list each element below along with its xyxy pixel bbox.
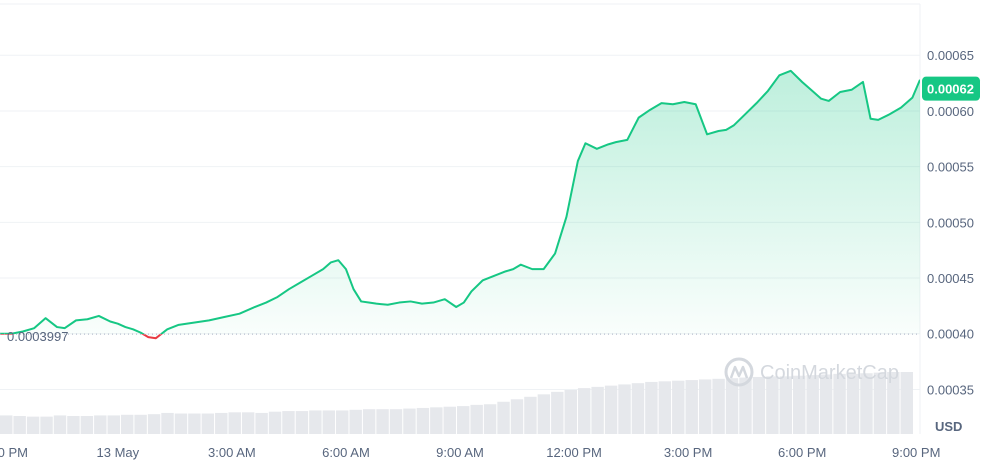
volume-bar bbox=[134, 414, 147, 434]
x-tick-label: 6:00 AM bbox=[322, 445, 370, 460]
y-tick-label: 0.00065 bbox=[927, 48, 974, 63]
price-line-above-reference bbox=[0, 69, 920, 335]
volume-bar bbox=[282, 411, 295, 434]
watermark-text: CoinMarketCap bbox=[760, 362, 899, 384]
y-tick-label: 0.00050 bbox=[927, 215, 974, 230]
volume-bar bbox=[295, 411, 309, 434]
volume-bar bbox=[67, 416, 80, 434]
volume-bar bbox=[819, 374, 833, 434]
volume-bar bbox=[53, 415, 67, 434]
volume-bar bbox=[268, 411, 282, 434]
volume-bar bbox=[403, 408, 416, 434]
y-tick-label: 0.00035 bbox=[927, 382, 974, 397]
volume-bar bbox=[80, 416, 94, 434]
volume-bar bbox=[551, 391, 564, 434]
x-tick-label: 9:00 PM bbox=[892, 445, 940, 460]
volume-bar bbox=[120, 414, 134, 434]
volume-bar bbox=[322, 410, 336, 434]
volume-bar bbox=[497, 401, 510, 434]
x-tick-label: 9:00 AM bbox=[436, 445, 484, 460]
volume-bar bbox=[174, 413, 188, 434]
volume-bar bbox=[712, 378, 725, 434]
volume-bar bbox=[228, 412, 241, 434]
currency-unit-label: USD bbox=[935, 419, 962, 434]
volume-bar bbox=[698, 379, 712, 434]
volume-bar bbox=[362, 409, 376, 434]
volume-bar bbox=[416, 407, 430, 434]
volume-bar bbox=[255, 412, 268, 434]
volume-bar bbox=[846, 373, 860, 434]
volume-bar bbox=[309, 410, 322, 434]
volume-bar bbox=[0, 415, 13, 434]
volume-bar bbox=[336, 410, 349, 434]
volume-bar bbox=[201, 413, 215, 434]
y-tick-label: 0.00040 bbox=[927, 327, 974, 342]
current-price-badge: 0.00062 bbox=[922, 76, 980, 101]
current-price-label: 0.00062 bbox=[927, 82, 974, 97]
volume-bar bbox=[900, 372, 913, 434]
volume-bar bbox=[147, 414, 161, 434]
volume-bar bbox=[577, 388, 591, 434]
volume-bar bbox=[873, 372, 887, 434]
x-tick-label: 6:00 PM bbox=[778, 445, 826, 460]
volume-bar bbox=[564, 389, 577, 434]
volume-bar bbox=[645, 381, 658, 434]
x-axis: 9:00 PM 13 May 3:00 AM 6:00 AM 9:00 AM 12:00 … bbox=[0, 445, 940, 460]
coinmarketcap-logo-icon bbox=[724, 357, 754, 387]
volume-bar bbox=[860, 373, 873, 434]
volume-bar bbox=[457, 406, 470, 434]
price-area-fill bbox=[0, 70, 920, 339]
y-axis: 0.00035 0.00040 0.00045 0.00050 0.00055 0.000… bbox=[927, 48, 974, 397]
volume-bar bbox=[107, 415, 120, 434]
y-tick-label: 0.00055 bbox=[927, 160, 974, 175]
volume-bar bbox=[40, 416, 53, 434]
x-tick-label: 13 May bbox=[97, 445, 140, 460]
volume-bar bbox=[631, 383, 645, 434]
volume-bar bbox=[510, 399, 524, 434]
volume-bar bbox=[779, 376, 793, 434]
volume-bar bbox=[483, 404, 497, 434]
volume-bar bbox=[887, 372, 900, 434]
volume-bar bbox=[389, 409, 403, 434]
volume-bar bbox=[376, 409, 389, 434]
watermark: CoinMarketCap bbox=[724, 357, 899, 387]
volume-bar bbox=[26, 416, 40, 434]
y-tick-label: 0.00045 bbox=[927, 271, 974, 286]
volume-bar bbox=[349, 409, 362, 434]
volume-bar bbox=[443, 406, 456, 434]
volume-bar bbox=[672, 380, 685, 434]
x-tick-label: 3:00 AM bbox=[208, 445, 256, 460]
volume-bar bbox=[591, 386, 604, 434]
volume-bar bbox=[806, 375, 819, 434]
volume-bar bbox=[752, 376, 766, 434]
y-tick-label: 0.00060 bbox=[927, 104, 974, 119]
volume-bar bbox=[685, 380, 698, 434]
x-tick-label: 3:00 PM bbox=[664, 445, 712, 460]
volume-bar bbox=[13, 416, 26, 434]
volume-bar bbox=[470, 404, 483, 434]
current-price-badge-bg bbox=[922, 76, 980, 101]
volume-bars bbox=[0, 372, 913, 434]
x-tick-label: 12:00 PM bbox=[546, 445, 602, 460]
volume-bar bbox=[658, 381, 672, 434]
volume-bar bbox=[215, 412, 228, 434]
volume-bar bbox=[161, 412, 174, 434]
volume-bar bbox=[604, 385, 618, 434]
volume-bar bbox=[618, 384, 631, 434]
volume-bar bbox=[833, 373, 846, 434]
volume-bar bbox=[739, 377, 752, 434]
volume-bar bbox=[94, 415, 107, 434]
volume-bar bbox=[537, 394, 551, 434]
x-tick-label: 9:00 PM bbox=[0, 445, 28, 460]
price-line-below-reference bbox=[0, 334, 163, 340]
volume-bar bbox=[430, 407, 443, 434]
volume-bar bbox=[793, 375, 806, 434]
volume-bar bbox=[766, 376, 779, 434]
reference-price-label: 0.0003997 bbox=[7, 329, 68, 344]
volume-bar bbox=[188, 413, 201, 434]
volume-bar bbox=[241, 412, 255, 434]
volume-bar bbox=[725, 378, 739, 434]
volume-bar bbox=[524, 396, 537, 434]
